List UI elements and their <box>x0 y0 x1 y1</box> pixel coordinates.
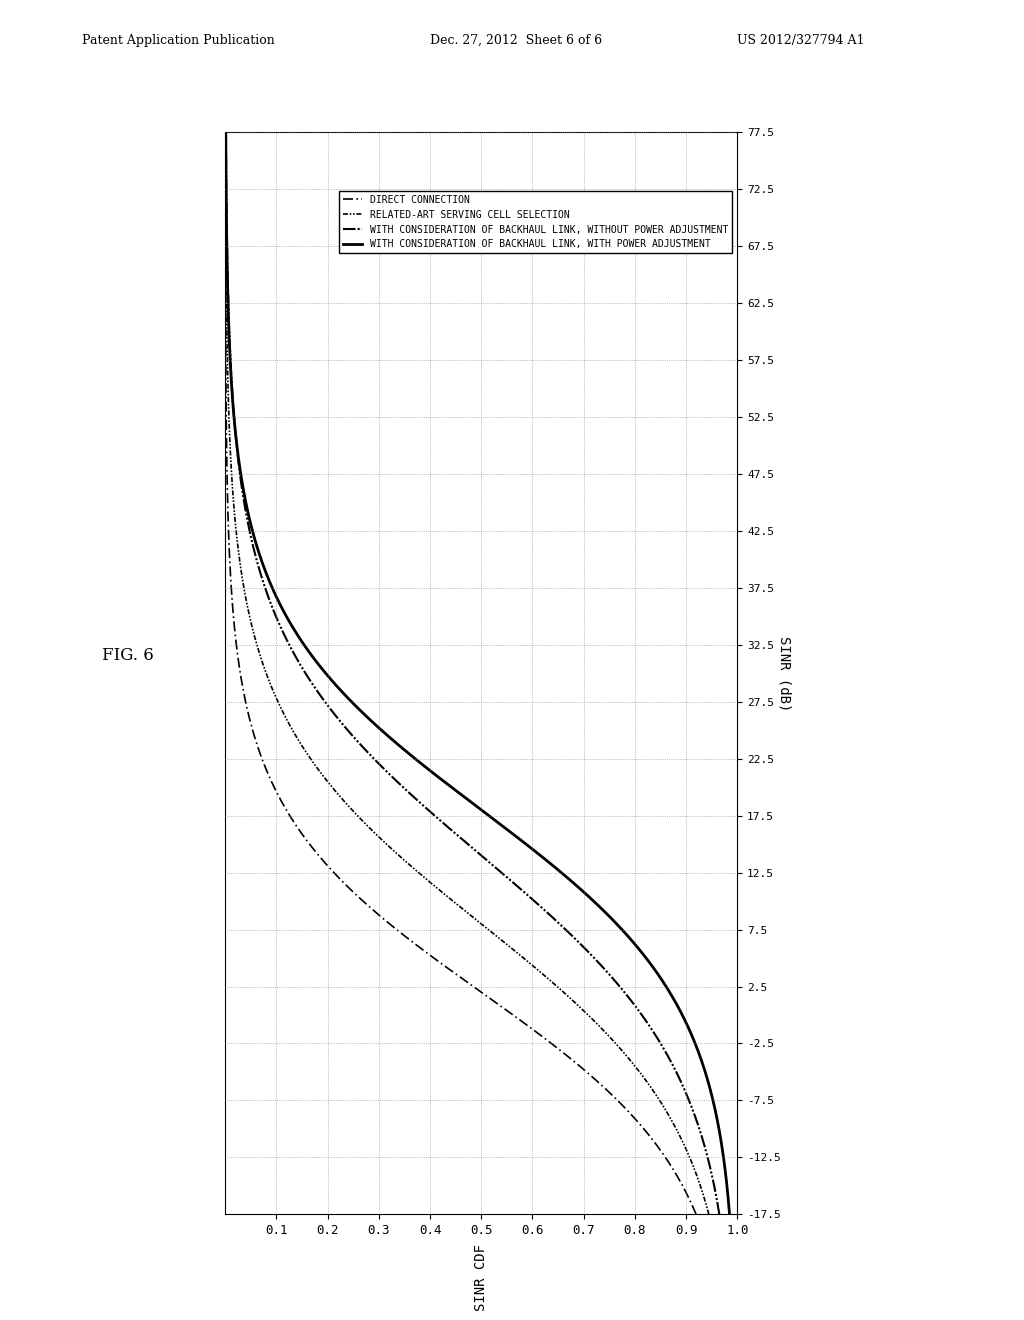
WITH CONSIDERATION OF BACKHAUL LINK, WITHOUT POWER ADJUSTMENT <box>713 1206 725 1222</box>
RELATED-ART SERVING CELL SELECTION <box>291 730 303 746</box>
WITH CONSIDERATION OF BACKHAUL LINK, WITH POWER ADJUSTMENT <box>708 1096 720 1111</box>
Text: FIG. 6: FIG. 6 <box>102 647 155 664</box>
WITH CONSIDERATION OF BACKHAUL LINK, WITH POWER ADJUSTMENT <box>723 1206 735 1222</box>
DIRECT CONNECTION <box>263 768 275 784</box>
WITH CONSIDERATION OF BACKHAUL LINK, WITHOUT POWER ADJUSTMENT <box>224 343 237 359</box>
RELATED-ART SERVING CELL SELECTION <box>655 1096 668 1111</box>
DIRECT CONNECTION <box>220 363 232 379</box>
RELATED-ART SERVING CELL SELECTION <box>221 363 233 379</box>
WITH CONSIDERATION OF BACKHAUL LINK, WITHOUT POWER ADJUSTMENT <box>220 124 232 140</box>
DIRECT CONNECTION <box>219 124 231 140</box>
WITH CONSIDERATION OF BACKHAUL LINK, WITHOUT POWER ADJUSTMENT <box>684 1096 696 1111</box>
Line: WITH CONSIDERATION OF BACKHAUL LINK, WITHOUT POWER ADJUSTMENT: WITH CONSIDERATION OF BACKHAUL LINK, WIT… <box>226 132 719 1214</box>
RELATED-ART SERVING CELL SELECTION <box>317 768 330 784</box>
Line: RELATED-ART SERVING CELL SELECTION: RELATED-ART SERVING CELL SELECTION <box>225 132 709 1214</box>
WITH CONSIDERATION OF BACKHAUL LINK, WITH POWER ADJUSTMENT <box>234 463 247 479</box>
Text: Dec. 27, 2012  Sheet 6 of 6: Dec. 27, 2012 Sheet 6 of 6 <box>430 33 602 46</box>
WITH CONSIDERATION OF BACKHAUL LINK, WITH POWER ADJUSTMENT <box>224 363 237 379</box>
DIRECT CONNECTION <box>221 463 233 479</box>
WITH CONSIDERATION OF BACKHAUL LINK, WITHOUT POWER ADJUSTMENT <box>233 463 246 479</box>
WITH CONSIDERATION OF BACKHAUL LINK, WITH POWER ADJUSTMENT <box>223 343 236 359</box>
Line: WITH CONSIDERATION OF BACKHAUL LINK, WITH POWER ADJUSTMENT: WITH CONSIDERATION OF BACKHAUL LINK, WIT… <box>225 132 729 1214</box>
WITH CONSIDERATION OF BACKHAUL LINK, WITHOUT POWER ADJUSTMENT <box>348 730 360 746</box>
X-axis label: SINR CDF: SINR CDF <box>474 1243 488 1311</box>
WITH CONSIDERATION OF BACKHAUL LINK, WITH POWER ADJUSTMENT <box>431 768 443 784</box>
WITH CONSIDERATION OF BACKHAUL LINK, WITH POWER ADJUSTMENT <box>219 124 231 140</box>
RELATED-ART SERVING CELL SELECTION <box>219 124 231 140</box>
DIRECT CONNECTION <box>614 1096 627 1111</box>
RELATED-ART SERVING CELL SELECTION <box>702 1206 715 1222</box>
DIRECT CONNECTION <box>249 730 261 746</box>
Y-axis label: SINR (dB): SINR (dB) <box>778 635 792 711</box>
WITH CONSIDERATION OF BACKHAUL LINK, WITHOUT POWER ADJUSTMENT <box>225 363 238 379</box>
RELATED-ART SERVING CELL SELECTION <box>221 343 233 359</box>
Text: Patent Application Publication: Patent Application Publication <box>82 33 274 46</box>
Legend: DIRECT CONNECTION, RELATED-ART SERVING CELL SELECTION, WITH CONSIDERATION OF BAC: DIRECT CONNECTION, RELATED-ART SERVING C… <box>339 191 732 253</box>
RELATED-ART SERVING CELL SELECTION <box>225 463 238 479</box>
Line: DIRECT CONNECTION: DIRECT CONNECTION <box>225 132 696 1214</box>
WITH CONSIDERATION OF BACKHAUL LINK, WITHOUT POWER ADJUSTMENT <box>386 768 398 784</box>
DIRECT CONNECTION <box>690 1206 702 1222</box>
WITH CONSIDERATION OF BACKHAUL LINK, WITH POWER ADJUSTMENT <box>384 730 396 746</box>
DIRECT CONNECTION <box>219 343 231 359</box>
Text: US 2012/327794 A1: US 2012/327794 A1 <box>737 33 865 46</box>
